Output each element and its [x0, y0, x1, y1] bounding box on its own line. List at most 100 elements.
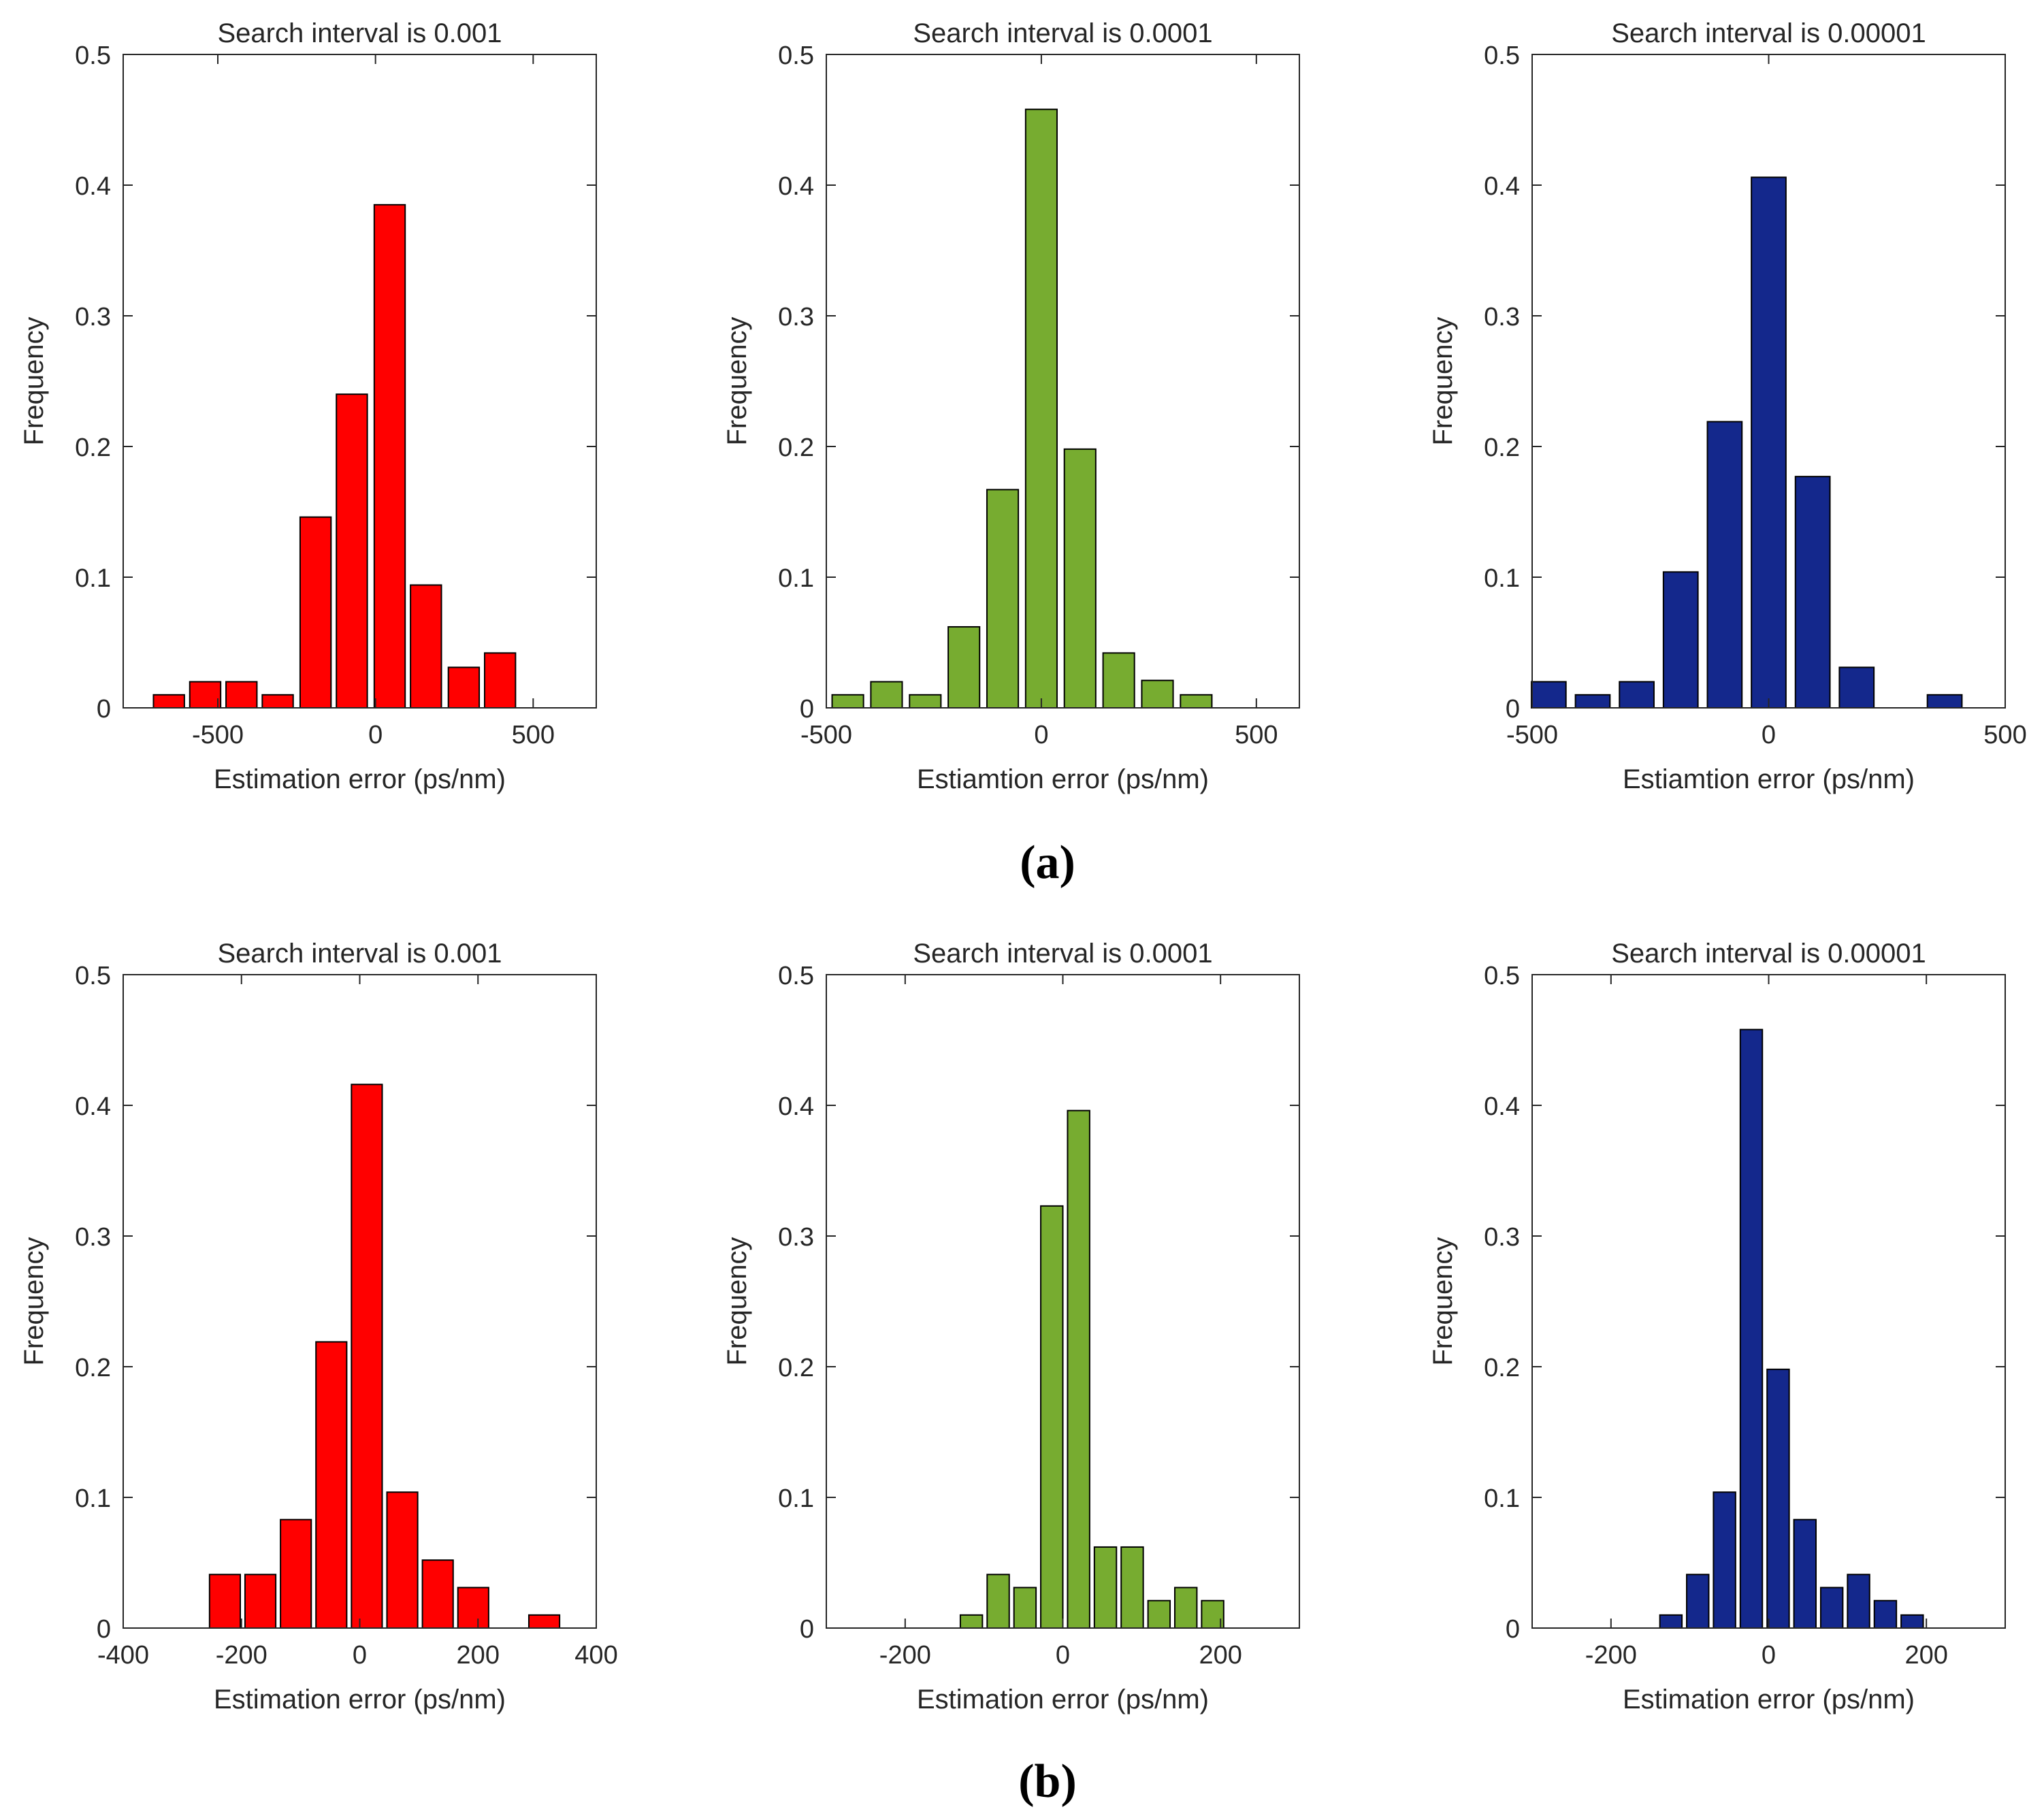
bar: [208, 1574, 242, 1629]
chart-5: 0 0.1 0.2 0.3 0.4 0.5 -200 0 200 Search interval …: [722, 939, 1300, 1715]
y-tick-label: 0.3: [1484, 1223, 1520, 1252]
y-tick-label: 0.3: [75, 303, 111, 331]
bar: [1040, 1205, 1064, 1629]
y-tick-label: 0.5: [1484, 42, 1520, 70]
x-tick-label: 0: [1762, 721, 1776, 749]
x-tick-label: 0: [1034, 721, 1048, 749]
y-tick-label: 0: [1506, 695, 1520, 724]
x-axis-label: Estimation error (ps/nm): [214, 764, 506, 794]
panel-label-a: (a): [1020, 836, 1075, 889]
bar: [225, 681, 258, 709]
x-axis-label: Estimation error (ps/nm): [917, 1685, 1209, 1715]
chart-title: Search interval is 0.00001: [1611, 18, 1926, 48]
bar: [483, 652, 517, 709]
y-axis-label: Frequency: [1428, 1237, 1458, 1366]
bar: [986, 1574, 1010, 1629]
bar: [447, 666, 481, 709]
x-tick-label: 200: [1904, 1641, 1947, 1670]
bars: [1659, 1028, 1924, 1629]
y-tick-label: 0.2: [75, 434, 111, 462]
bar: [336, 393, 368, 709]
axes-box: [123, 54, 597, 709]
y-tick-label: 0.5: [778, 42, 814, 70]
x-axis-label: Estiamtion error (ps/nm): [1623, 764, 1915, 794]
chart-title: Search interval is 0.0001: [913, 18, 1212, 48]
bar: [1574, 694, 1611, 709]
y-tick-label: 0.5: [1484, 962, 1520, 990]
bar: [1794, 476, 1831, 709]
y-tick-label: 0.4: [778, 1092, 814, 1121]
y-tick-label: 0.3: [778, 1223, 814, 1252]
y-tick-label: 0.3: [75, 1223, 111, 1252]
y-tick-label: 0.2: [778, 434, 814, 462]
bar: [1147, 1599, 1171, 1629]
x-tick-label: -200: [879, 1641, 931, 1670]
y-tick-label: 0.3: [778, 303, 814, 331]
y-tick-label: 0.5: [75, 42, 111, 70]
bar: [831, 694, 864, 709]
panel-label-b: (b): [1018, 1755, 1077, 1808]
axes-box: [826, 54, 1300, 709]
bar: [1102, 652, 1135, 709]
bar: [1619, 681, 1655, 709]
bar: [152, 694, 185, 709]
y-tick-label: 0.1: [778, 564, 814, 593]
bar: [959, 1614, 984, 1629]
bar: [351, 1084, 383, 1629]
bars: [959, 1109, 1224, 1629]
chart-title: Search interval is 0.001: [217, 18, 502, 48]
bar: [1120, 1546, 1144, 1629]
y-tick-label: 0.1: [778, 1484, 814, 1513]
y-axis-label: Frequency: [19, 1237, 49, 1366]
y-tick-label: 0.1: [75, 1484, 111, 1513]
bar: [1180, 694, 1213, 709]
bar: [1873, 1599, 1898, 1629]
y-tick-label: 0.4: [1484, 1092, 1520, 1121]
bar: [1766, 1368, 1790, 1629]
bar: [421, 1559, 454, 1629]
bar: [1067, 1109, 1090, 1629]
x-tick-label: -200: [1585, 1641, 1637, 1670]
y-axis-label: Frequency: [722, 317, 752, 446]
chart-title: Search interval is 0.00001: [1611, 939, 1926, 969]
x-tick-label: 200: [457, 1641, 500, 1670]
bar: [1201, 1599, 1224, 1629]
bar: [1686, 1574, 1710, 1629]
bar: [870, 681, 903, 709]
bar: [1706, 421, 1743, 709]
bar: [1847, 1574, 1870, 1629]
x-axis-label: Estimation error (ps/nm): [1623, 1685, 1915, 1715]
x-tick-label: 0: [353, 1641, 367, 1670]
bar: [1819, 1587, 1844, 1629]
y-tick-label: 0: [800, 695, 814, 724]
bar: [1141, 679, 1174, 709]
y-tick-label: 0.4: [75, 172, 111, 201]
bar: [244, 1574, 277, 1629]
y-tick-label: 0: [800, 1615, 814, 1644]
bar: [1838, 666, 1875, 709]
bar: [1659, 1614, 1683, 1629]
bar: [528, 1614, 561, 1629]
y-tick-label: 0.1: [1484, 564, 1520, 593]
y-tick-label: 0.4: [75, 1092, 111, 1121]
y-tick-label: 0.2: [778, 1354, 814, 1382]
y-tick-label: 0.5: [75, 962, 111, 990]
x-tick-label: -500: [800, 721, 852, 749]
bar: [1013, 1587, 1037, 1629]
bars: [208, 1084, 561, 1629]
chart-title: Search interval is 0.001: [217, 939, 502, 969]
chart-6: 0 0.1 0.2 0.3 0.4 0.5 -200 0 200 Search interval …: [1428, 939, 2006, 1715]
bar: [1093, 1546, 1118, 1629]
y-tick-label: 0: [1506, 1615, 1520, 1644]
y-tick-label: 0.4: [778, 172, 814, 201]
y-tick-label: 0.1: [75, 564, 111, 593]
bar: [986, 489, 1020, 709]
x-tick-label: 200: [1199, 1641, 1242, 1670]
y-tick-label: 0.5: [778, 962, 814, 990]
bar: [909, 694, 942, 709]
bar: [299, 516, 332, 709]
x-tick-label: 0: [368, 721, 383, 749]
